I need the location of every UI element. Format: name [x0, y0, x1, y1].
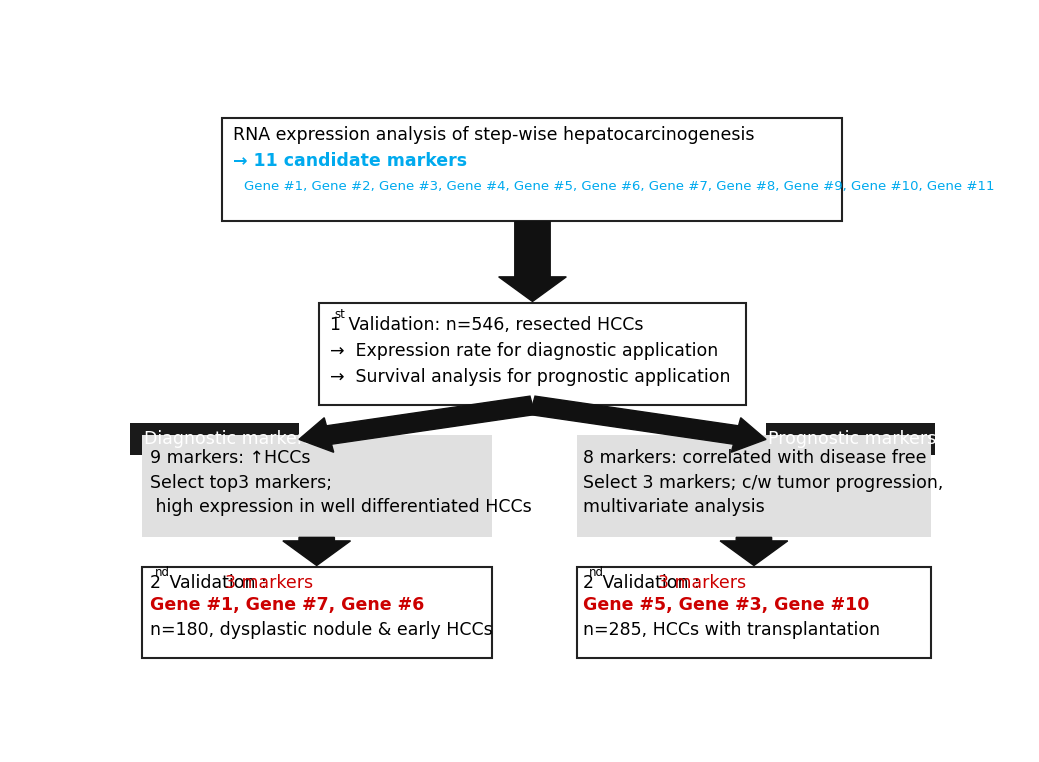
Text: Select top3 markers;: Select top3 markers;: [150, 474, 332, 491]
Text: 3 markers: 3 markers: [224, 574, 313, 592]
Polygon shape: [720, 537, 788, 565]
Text: 3 markers: 3 markers: [658, 574, 746, 592]
Text: Validation: n=546, resected HCCs: Validation: n=546, resected HCCs: [343, 316, 644, 334]
Text: nd: nd: [588, 566, 604, 579]
Text: Select 3 markers; c/w tumor progression,: Select 3 markers; c/w tumor progression,: [583, 474, 943, 491]
FancyBboxPatch shape: [577, 567, 931, 658]
FancyBboxPatch shape: [142, 567, 492, 658]
Text: high expression in well differentiated HCCs: high expression in well differentiated H…: [150, 498, 532, 517]
Text: 2: 2: [583, 574, 594, 592]
Text: Validation :: Validation :: [164, 574, 272, 592]
FancyBboxPatch shape: [130, 423, 299, 455]
Text: Gene #1, Gene #2, Gene #3, Gene #4, Gene #5, Gene #6, Gene #7, Gene #8, Gene #9,: Gene #1, Gene #2, Gene #3, Gene #4, Gene…: [244, 180, 994, 193]
Text: →  Survival analysis for prognostic application: → Survival analysis for prognostic appli…: [329, 367, 730, 386]
Text: nd: nd: [155, 566, 170, 579]
Polygon shape: [283, 537, 350, 565]
Text: Prognostic markers: Prognostic markers: [769, 431, 937, 448]
Text: 1: 1: [329, 316, 341, 334]
Text: →  Expression rate for diagnostic application: → Expression rate for diagnostic applica…: [329, 342, 718, 360]
FancyBboxPatch shape: [577, 434, 931, 537]
Text: n=180, dysplastic nodule & early HCCs: n=180, dysplastic nodule & early HCCs: [150, 621, 492, 639]
Text: Validation :: Validation :: [596, 574, 705, 592]
Text: st: st: [335, 308, 346, 321]
Text: multivariate analysis: multivariate analysis: [583, 498, 765, 517]
Polygon shape: [499, 222, 566, 302]
Text: Diagnostic markers: Diagnostic markers: [144, 431, 314, 448]
Text: Gene #1, Gene #7, Gene #6: Gene #1, Gene #7, Gene #6: [150, 596, 424, 614]
Polygon shape: [299, 396, 535, 453]
FancyBboxPatch shape: [319, 303, 746, 405]
Text: 9 markers: ↑HCCs: 9 markers: ↑HCCs: [150, 449, 311, 467]
Text: RNA expression analysis of step-wise hepatocarcinogenesis: RNA expression analysis of step-wise hep…: [233, 126, 754, 145]
FancyBboxPatch shape: [766, 423, 935, 455]
FancyBboxPatch shape: [222, 118, 843, 220]
Polygon shape: [530, 396, 766, 453]
Text: 8 markers: correlated with disease free: 8 markers: correlated with disease free: [583, 449, 927, 467]
Text: Gene #5, Gene #3, Gene #10: Gene #5, Gene #3, Gene #10: [583, 596, 870, 614]
Text: 2: 2: [150, 574, 161, 592]
Text: n=285, HCCs with transplantation: n=285, HCCs with transplantation: [583, 621, 880, 639]
Text: → 11 candidate markers: → 11 candidate markers: [233, 152, 468, 170]
FancyBboxPatch shape: [142, 434, 492, 537]
